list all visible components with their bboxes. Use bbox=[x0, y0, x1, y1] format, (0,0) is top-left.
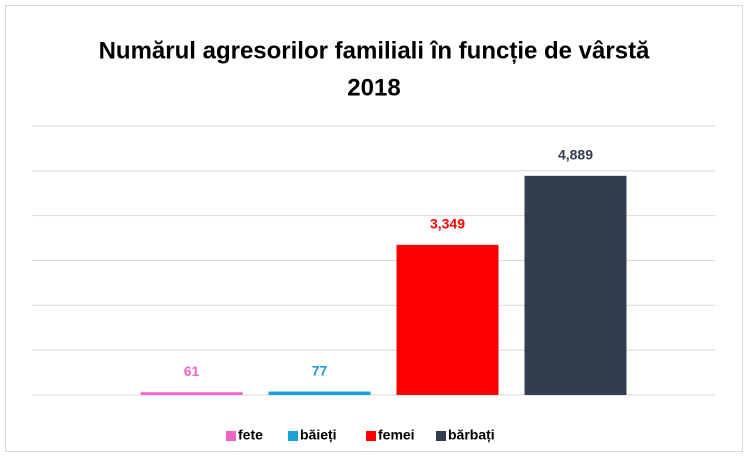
data-label: 61 bbox=[184, 363, 200, 379]
bar bbox=[396, 244, 499, 395]
legend-label: băieți bbox=[300, 427, 337, 443]
legend-label: fete bbox=[238, 427, 263, 443]
legend-swatch bbox=[288, 431, 298, 441]
legend-label: bărbați bbox=[448, 427, 495, 443]
bar bbox=[524, 175, 627, 395]
bar bbox=[140, 392, 243, 395]
legend-swatch bbox=[226, 431, 236, 441]
data-label: 3,349 bbox=[430, 216, 465, 232]
chart-border bbox=[5, 5, 743, 452]
data-label: 77 bbox=[312, 362, 328, 378]
legend-label: femei bbox=[378, 427, 415, 443]
legend-swatch bbox=[436, 431, 446, 441]
bar bbox=[268, 391, 371, 395]
data-label: 4,889 bbox=[558, 147, 593, 163]
chart-title: 2018 bbox=[347, 74, 400, 101]
chart-title: Numărul agresorilor familiali în funcție… bbox=[99, 37, 650, 64]
legend-swatch bbox=[366, 431, 376, 441]
